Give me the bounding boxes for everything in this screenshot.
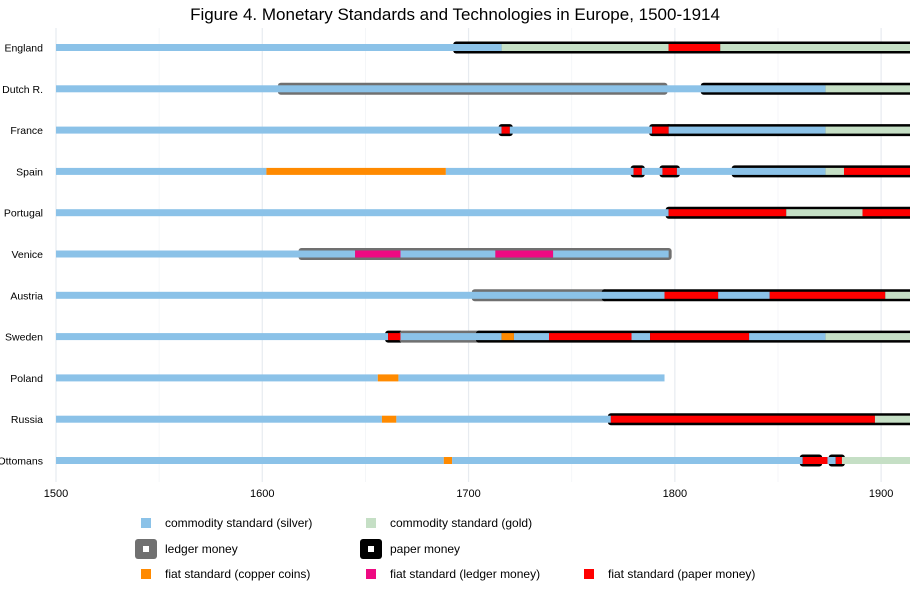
chart-title: Figure 4. Monetary Standards and Technol…	[190, 5, 720, 24]
bar-fiat_paper-spain	[633, 167, 642, 175]
bar-silver-sweden	[56, 333, 389, 341]
bar-silver-sweden	[513, 333, 550, 341]
bar-silver-france	[509, 126, 653, 134]
bar-silver-spain	[445, 167, 634, 175]
bar-gold-dutch-r	[825, 85, 910, 93]
bar-fiat_paper-sweden	[650, 333, 750, 341]
row-label-england: England	[4, 43, 43, 55]
bar-copper-ottomans	[443, 457, 453, 464]
bar-fiat_paper-portugal	[862, 209, 910, 217]
bar-fiat_paper-austria	[664, 291, 719, 299]
x-tick-label: 1500	[44, 488, 68, 500]
row-label-portugal: Portugal	[4, 208, 43, 220]
bar-fiat_paper-sweden	[388, 333, 401, 341]
bar-silver-portugal	[56, 209, 669, 217]
bar-copper-spain	[266, 167, 446, 175]
bar-silver-austria	[56, 291, 665, 299]
bar-silver-ottomans	[56, 457, 444, 464]
bar-copper-sweden	[501, 333, 514, 341]
bar-fiat_paper-ottomans	[802, 457, 828, 464]
bar-silver-venice	[56, 250, 356, 258]
bar-fiat_paper-france	[652, 126, 669, 134]
row-label-spain: Spain	[16, 166, 43, 178]
bar-silver-russia	[56, 415, 382, 423]
bar-fiat_ledger-venice	[495, 250, 554, 258]
bar-fiat_paper-ottomans	[835, 457, 842, 464]
bar-silver-spain	[676, 167, 826, 175]
bar-gold-ottomans	[841, 457, 910, 464]
bar-silver-sweden	[631, 333, 651, 341]
x-axis: 1500 1600 1700 1800 1900	[44, 488, 894, 500]
bar-fiat_paper-england	[668, 44, 721, 51]
bar-silver-ottomans	[452, 457, 803, 464]
bar-fiat_paper-sweden	[549, 333, 632, 341]
bar-gold-spain	[825, 167, 844, 175]
bar-gold-france	[825, 126, 910, 134]
bar-gold-russia	[874, 415, 910, 423]
bar-silver-ottomans	[827, 457, 836, 464]
bar-gold-england	[720, 44, 910, 51]
bar-fiat_paper-austria	[769, 291, 886, 299]
x-tick-label: 1700	[456, 488, 480, 500]
bar-gold-portugal	[786, 209, 863, 217]
x-tick-label: 1600	[250, 488, 274, 500]
bar-silver-spain	[641, 167, 663, 175]
row-label-dutch-r: Dutch R.	[2, 84, 43, 96]
bar-copper-poland	[377, 374, 399, 382]
row-label-russia: Russia	[11, 414, 43, 426]
bar-fiat_paper-spain	[662, 167, 677, 175]
bar-fiat_paper-france	[501, 126, 510, 134]
bar-silver-france	[668, 126, 826, 134]
bar-silver-france	[56, 126, 502, 134]
bar-silver-poland	[56, 374, 378, 382]
bar-gold-england	[501, 44, 669, 51]
row-label-venice: Venice	[11, 249, 43, 261]
bar-silver-venice	[400, 250, 496, 258]
bar-silver-sweden	[749, 333, 826, 341]
bar-copper-russia	[381, 415, 397, 423]
bar-silver-england	[56, 44, 502, 51]
bar-fiat_ledger-venice	[355, 250, 401, 258]
bar-silver-austria	[718, 291, 770, 299]
bar-silver-sweden	[400, 333, 502, 341]
row-label-poland: Poland	[10, 373, 43, 385]
row-label-sweden: Sweden	[5, 332, 43, 344]
bar-fiat_paper-spain	[843, 167, 910, 175]
country-labels: England Dutch R. France Spain Portugal Venice…	[0, 43, 43, 468]
bar-silver-poland	[398, 374, 665, 382]
bar-silver-venice	[553, 250, 669, 258]
row-label-ottomans: Ottomans	[0, 456, 43, 468]
bar-gold-sweden	[825, 333, 910, 341]
x-tick-label: 1800	[663, 488, 687, 500]
bar-silver-spain	[56, 167, 267, 175]
bar-gold-austria	[885, 291, 910, 299]
bar-fiat_paper-russia	[610, 415, 875, 423]
bar-silver-dutch-r	[56, 85, 826, 93]
bar-silver-russia	[396, 415, 611, 423]
standard-bars	[56, 44, 910, 464]
bar-fiat_paper-portugal	[668, 209, 787, 217]
row-label-france: France	[10, 125, 43, 137]
row-label-austria: Austria	[10, 290, 43, 302]
x-tick-label: 1900	[869, 488, 893, 500]
